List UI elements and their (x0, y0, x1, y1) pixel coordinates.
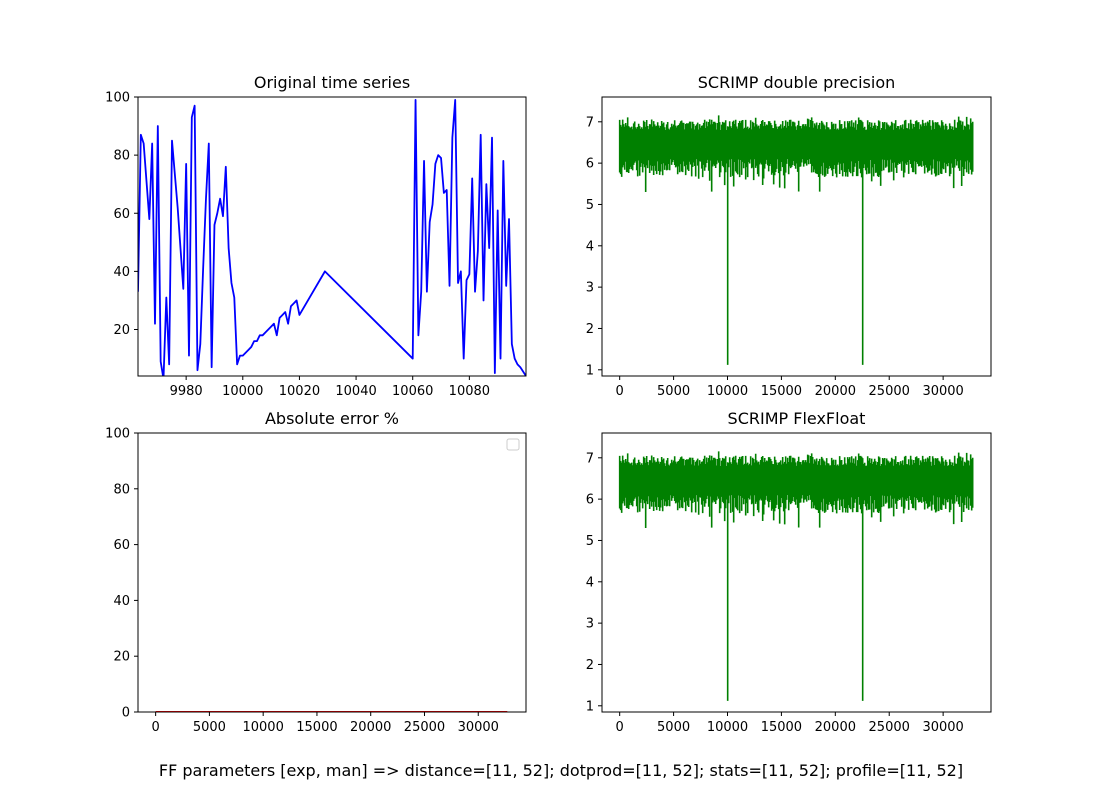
abs-error-xtick-label: 0 (151, 720, 159, 735)
abs-error-xtick-label: 25000 (404, 720, 445, 735)
scrimp-double-series (618, 115, 974, 365)
abs-error-legend (506, 438, 520, 451)
scrimp-flex-ytick-label: 1 (586, 699, 594, 714)
original-ytick-label: 80 (113, 149, 130, 164)
abs-error-xtick-label: 20000 (350, 720, 391, 735)
scrimp-double-title: SCRIMP double precision (698, 73, 896, 92)
scrimp-double-axes: SCRIMP double precision 0 5000 10000 15000 20… (586, 73, 992, 399)
scrimp-flex-axes: SCRIMP FlexFloat 0 5000 10000 15000 20000 2500… (586, 409, 992, 735)
scrimp-double-ytick-label: 5 (586, 198, 594, 213)
original-ytick-label: 100 (105, 91, 130, 106)
original-plot-area (138, 97, 526, 376)
original-frame (137, 96, 527, 377)
scrimp-flex-ytick-label: 5 (586, 534, 594, 549)
scrimp-flex-line (618, 451, 974, 701)
scrimp-flex-frame (601, 432, 992, 713)
abs-error-ytick-label: 20 (113, 650, 130, 665)
scrimp-flex-xtick-label: 30000 (922, 720, 963, 735)
abs-error-ytick-label: 0 (122, 706, 130, 721)
scrimp-flex-xtick-label: 20000 (815, 720, 856, 735)
abs-error-ytick-label: 100 (105, 427, 130, 442)
scrimp-flex-ytick-label: 3 (586, 617, 594, 632)
abs-error-title: Absolute error % (265, 409, 399, 428)
original-line (138, 99, 526, 376)
scrimp-double-ytick-label: 3 (586, 281, 594, 296)
abs-error-ytick-label: 40 (113, 594, 130, 609)
figure-suptitle: FF parameters [exp, man] => distance=[11… (159, 761, 963, 780)
original-ytick-label: 60 (113, 207, 130, 222)
original-xtick-label: 10060 (392, 384, 433, 399)
scrimp-flex-xtick-label: 25000 (869, 720, 910, 735)
scrimp-flex-series (618, 451, 974, 701)
original-xtick-label: 10020 (279, 384, 320, 399)
abs-error-ytick-label: 80 (113, 482, 130, 497)
scrimp-double-xtick-label: 5000 (657, 384, 690, 399)
scrimp-double-ytick-label: 6 (586, 157, 594, 172)
scrimp-flex-ytick-label: 6 (586, 493, 594, 508)
scrimp-double-ytick-label: 2 (586, 322, 594, 337)
abs-error-frame (137, 432, 527, 713)
original-series (138, 99, 526, 376)
scrimp-double-ytick-label: 4 (586, 239, 594, 254)
original-ytick-label: 40 (113, 265, 130, 280)
original-xtick-label: 9980 (170, 384, 203, 399)
scrimp-double-ytick-label: 7 (586, 115, 594, 130)
scrimp-double-xtick-label: 0 (616, 384, 624, 399)
scrimp-double-xtick-label: 25000 (869, 384, 910, 399)
scrimp-flex-ytick-label: 4 (586, 575, 594, 590)
scrimp-double-ytick-label: 1 (586, 363, 594, 378)
abs-error-xtick-label: 30000 (458, 720, 499, 735)
abs-error-xtick-label: 10000 (242, 720, 283, 735)
original-xtick-label: 10040 (335, 384, 376, 399)
abs-error-axes: Absolute error % 0 5000 10000 15000 20000 2500… (105, 409, 527, 735)
scrimp-flex-ytick-label: 7 (586, 451, 594, 466)
scrimp-flex-ytick-label: 2 (586, 658, 594, 673)
abs-error-plot-area (138, 433, 526, 712)
original-xtick-label: 10000 (222, 384, 263, 399)
abs-error-xtick-label: 15000 (296, 720, 337, 735)
original-xtick-label: 10080 (449, 384, 490, 399)
scrimp-double-xtick-label: 15000 (761, 384, 802, 399)
original-ytick-label: 20 (113, 323, 130, 338)
scrimp-flex-title: SCRIMP FlexFloat (728, 409, 866, 428)
abs-error-xtick-label: 5000 (193, 720, 226, 735)
scrimp-double-xtick-label: 10000 (707, 384, 748, 399)
abs-error-ytick-label: 60 (113, 538, 130, 553)
scrimp-double-line (618, 115, 974, 365)
original-title: Original time series (254, 73, 410, 92)
scrimp-double-xtick-label: 30000 (922, 384, 963, 399)
scrimp-double-xtick-label: 20000 (815, 384, 856, 399)
scrimp-flex-xtick-label: 5000 (657, 720, 690, 735)
scrimp-double-frame (601, 96, 992, 377)
scrimp-flex-xtick-label: 10000 (707, 720, 748, 735)
scrimp-flex-xtick-label: 15000 (761, 720, 802, 735)
scrimp-flex-xtick-label: 0 (616, 720, 624, 735)
